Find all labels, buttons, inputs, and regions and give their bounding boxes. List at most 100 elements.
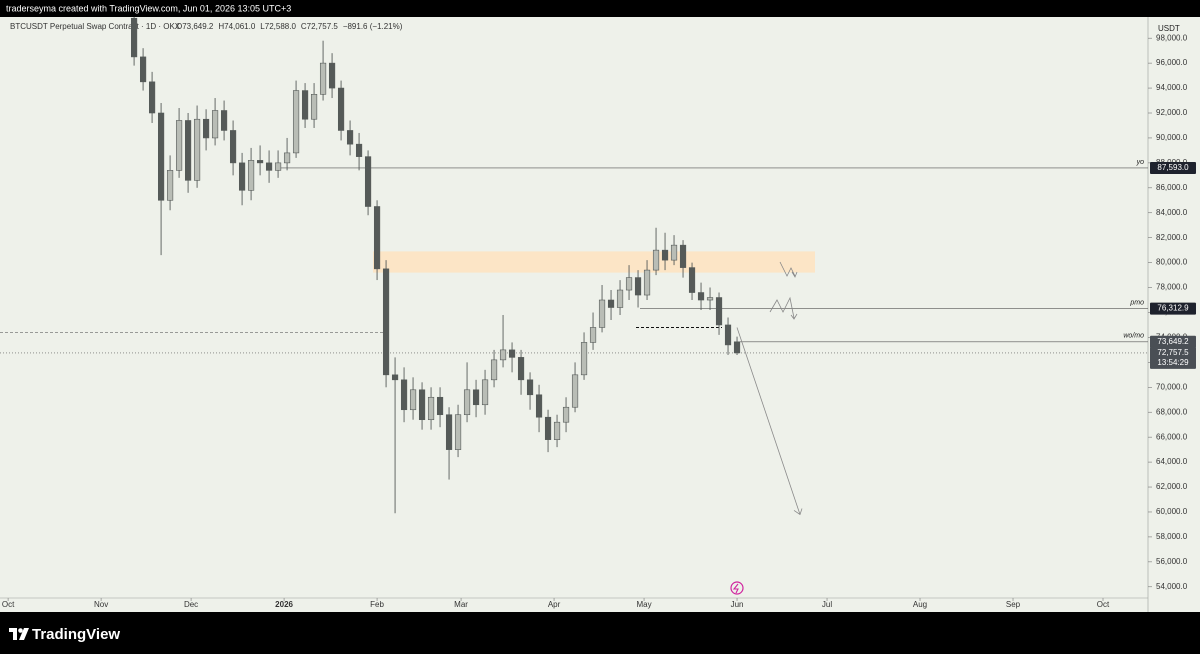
candle-body [526, 379, 534, 396]
supply-zone [373, 251, 815, 273]
y-tick-label: 62,000.0 [1156, 482, 1188, 491]
brand-logo [9, 628, 29, 640]
event-icon [730, 581, 744, 595]
x-tick-label: 2026 [275, 600, 293, 609]
candle-body [220, 110, 228, 131]
candle-body [589, 327, 597, 343]
candle-body [283, 152, 291, 164]
candle-body [346, 130, 354, 145]
logo-mark [9, 628, 29, 640]
candle-body [427, 396, 435, 421]
y-tick-label: 98,000.0 [1156, 33, 1188, 42]
candle-body [598, 299, 606, 328]
x-tick-label: Jul [822, 600, 832, 609]
candle-body [580, 342, 588, 376]
ohlc-value: L72,588.0 [260, 22, 296, 31]
candle-body [697, 292, 705, 301]
candle-body [247, 160, 255, 191]
x-tick-label: Nov [94, 600, 108, 609]
candle-body [670, 244, 678, 261]
y-tick-label: 78,000.0 [1156, 283, 1188, 292]
candle-body [562, 406, 570, 423]
x-tick-label: Aug [913, 600, 927, 609]
legend: BTCUSDT Perpetual Swap Contract · 1D · O… [10, 22, 403, 31]
candle-body [238, 162, 246, 191]
candle-body [301, 90, 309, 120]
last-price-box [1150, 346, 1196, 369]
candle-body [724, 324, 732, 346]
candle-body [625, 277, 633, 291]
candle-body [184, 120, 192, 181]
candle-body [571, 374, 579, 408]
level-price: 73,649.2 [1157, 337, 1189, 346]
candle-body [211, 110, 219, 139]
candle-body [499, 349, 507, 361]
y-tick-label: 92,000.0 [1156, 108, 1188, 117]
candle-body [337, 87, 345, 131]
x-tick-label: Dec [184, 600, 198, 609]
candle-body [472, 389, 480, 406]
level-price-box [1150, 161, 1196, 174]
ohlc-value: O73,649.2 [176, 22, 214, 31]
ohlc-value: C72,757.5 [301, 22, 338, 31]
y-tick-label: 54,000.0 [1156, 582, 1188, 591]
projection-arrow [736, 327, 801, 515]
y-tick-label: 82,000.0 [1156, 233, 1188, 242]
logo-dot [18, 628, 23, 633]
candle-body [733, 341, 741, 354]
zigzag-arrow [769, 296, 798, 320]
candle-body [445, 414, 453, 450]
x-tick-label: Feb [370, 600, 384, 609]
symbol: BTCUSDT Perpetual Swap Contract · 1D · O… [10, 22, 181, 31]
candle-body [193, 118, 201, 181]
x-tick-label: Mar [454, 600, 468, 609]
candle-body [652, 249, 660, 271]
y-tick-label: 56,000.0 [1156, 557, 1188, 566]
candle-body [661, 249, 669, 261]
candle-body [274, 162, 282, 171]
candle-body [130, 17, 138, 58]
candle-body [364, 156, 372, 207]
ohlc-value: H74,061.0 [218, 22, 255, 31]
candle-body [265, 162, 273, 171]
zigzag-arrow [779, 261, 798, 278]
creator-line: traderseyma created with TradingView.com… [6, 3, 291, 13]
candle-body [688, 267, 696, 293]
x-tick-label: Oct [1097, 600, 1110, 609]
y-tick-label: 64,000.0 [1156, 457, 1188, 466]
brand: TradingView [32, 626, 120, 643]
candle-body [463, 389, 471, 416]
candle-body [148, 81, 156, 114]
candle-body [202, 118, 210, 139]
y-tick-label: 84,000.0 [1156, 208, 1188, 217]
level-price-box [1150, 302, 1196, 315]
candle-body [382, 268, 390, 376]
candle-body [391, 374, 399, 381]
candle-body [229, 130, 237, 164]
candle-body [157, 112, 165, 201]
level-price-box [1150, 335, 1196, 348]
candle-body [517, 357, 525, 381]
candle-body [535, 394, 543, 418]
x-tick-label: Apr [548, 600, 561, 609]
x-tick-label: May [636, 600, 651, 609]
candle-body [490, 359, 498, 381]
candle-body [481, 379, 489, 406]
candle-body [400, 379, 408, 411]
plot [0, 17, 1148, 516]
candle-body [616, 289, 624, 308]
candle-body [139, 56, 147, 83]
candle-body [508, 349, 516, 358]
countdown: 13:54:29 [1157, 358, 1189, 367]
candle-body [706, 297, 714, 301]
candle-body [175, 120, 183, 171]
candle-body [256, 160, 264, 164]
ohlc-value: −891.6 (−1.21%) [343, 22, 403, 31]
y-tick-label: 80,000.0 [1156, 258, 1188, 267]
level-price: 76,312.9 [1157, 304, 1189, 313]
y-tick-label: 94,000.0 [1156, 83, 1188, 92]
level-name: wo/mo [1123, 333, 1144, 340]
candle-body [436, 396, 444, 416]
candle-body [355, 143, 363, 157]
